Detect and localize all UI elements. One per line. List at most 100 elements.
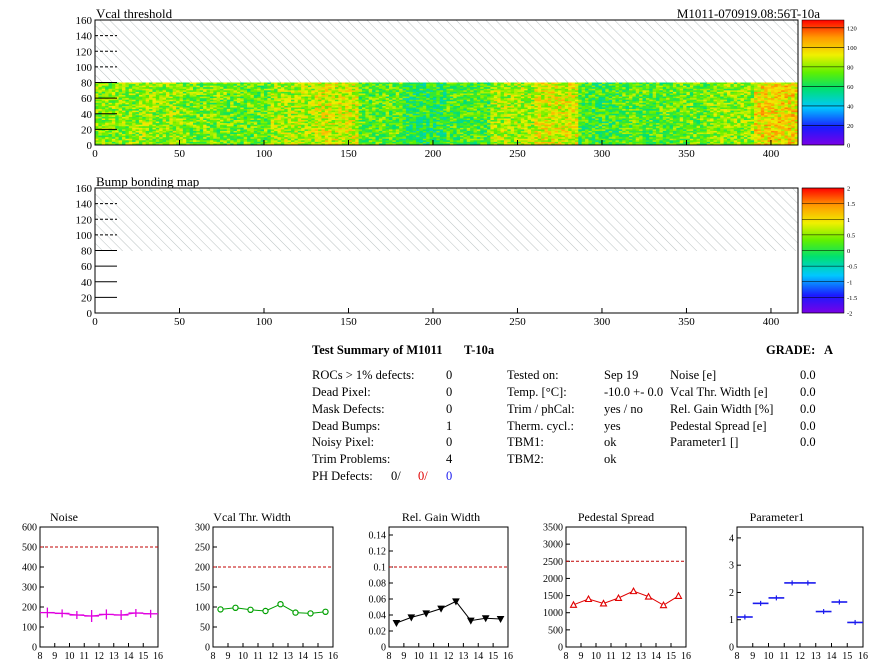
heatmap-cell bbox=[206, 130, 211, 133]
heatmap-cell bbox=[432, 135, 437, 138]
heatmap-cell bbox=[307, 127, 312, 130]
heatmap-cell bbox=[280, 112, 285, 115]
heatmap-cell bbox=[507, 137, 512, 140]
heatmap-cell bbox=[155, 101, 160, 104]
heatmap-cell bbox=[500, 99, 505, 102]
heatmap-cell bbox=[426, 102, 430, 105]
heatmap-cell bbox=[267, 130, 272, 133]
heatmap-cell bbox=[274, 138, 278, 141]
heatmap-cell bbox=[514, 120, 518, 122]
heatmap-cell bbox=[108, 96, 113, 99]
heatmap-cell bbox=[284, 126, 289, 129]
heatmap-cell bbox=[186, 123, 191, 126]
heatmap-cell bbox=[193, 123, 197, 126]
heatmap-cell bbox=[236, 134, 241, 137]
heatmap-cell bbox=[321, 102, 326, 105]
heatmap-cell bbox=[365, 82, 370, 85]
heatmap-cell bbox=[321, 98, 326, 101]
heatmap-cell bbox=[375, 132, 380, 135]
heatmap-cell bbox=[297, 84, 302, 87]
heatmap-cell bbox=[514, 88, 518, 91]
heatmap-cell bbox=[169, 112, 174, 115]
heatmap-cell bbox=[186, 137, 191, 140]
heatmap-cell bbox=[449, 121, 454, 124]
heatmap-cell bbox=[321, 85, 326, 88]
heatmap-cell bbox=[412, 107, 417, 110]
heatmap-cell bbox=[172, 137, 177, 140]
heatmap-cell bbox=[422, 143, 427, 146]
heatmap-cell bbox=[341, 132, 346, 135]
heatmap-cell bbox=[277, 118, 282, 121]
heatmap-cell bbox=[490, 91, 495, 94]
heatmap-cell bbox=[341, 116, 346, 119]
heatmap-cell bbox=[155, 88, 160, 91]
heatmap-cell bbox=[436, 120, 441, 122]
heatmap-cell bbox=[334, 87, 339, 90]
heatmap-cell bbox=[503, 143, 508, 146]
heatmap-cell bbox=[331, 107, 336, 110]
heatmap-cell bbox=[196, 105, 201, 108]
heatmap-cell bbox=[98, 123, 103, 126]
heatmap-cell bbox=[304, 124, 309, 127]
heatmap-cell bbox=[263, 140, 268, 143]
heatmap-cell bbox=[456, 124, 461, 127]
heatmap-cell bbox=[145, 95, 150, 97]
heatmap-cell bbox=[182, 105, 187, 108]
heatmap-cell bbox=[307, 113, 312, 116]
heatmap-cell bbox=[172, 118, 177, 121]
heatmap-cell bbox=[270, 109, 275, 112]
heatmap-cell bbox=[274, 135, 278, 138]
heatmap-cell bbox=[199, 91, 204, 94]
heatmap-cell bbox=[362, 88, 366, 91]
heatmap-cell bbox=[385, 109, 390, 112]
heatmap-cell bbox=[426, 104, 430, 107]
heatmap-cell bbox=[172, 129, 177, 132]
heatmap-cell bbox=[375, 87, 380, 90]
heatmap-cell bbox=[311, 118, 316, 121]
heatmap-cell bbox=[203, 137, 207, 140]
heatmap-cell bbox=[284, 113, 289, 116]
heatmap-cell bbox=[503, 91, 508, 94]
heatmap-cell bbox=[125, 105, 130, 108]
heatmap-cell bbox=[203, 95, 207, 97]
heatmap-cell bbox=[365, 143, 370, 146]
heatmap-cell bbox=[463, 135, 468, 138]
heatmap-cell bbox=[311, 124, 316, 127]
heatmap-cell bbox=[490, 127, 495, 130]
heatmap-cell bbox=[118, 99, 123, 102]
heatmap-cell bbox=[135, 98, 140, 101]
heatmap-cell bbox=[115, 134, 120, 137]
heatmap-cell bbox=[321, 121, 326, 124]
heatmap-cell bbox=[463, 102, 468, 105]
heatmap-cell bbox=[304, 132, 309, 135]
heatmap-cell bbox=[503, 109, 508, 112]
heatmap-cell bbox=[510, 135, 515, 138]
heatmap-cell bbox=[267, 110, 272, 113]
heatmap-cell bbox=[382, 130, 387, 133]
heatmap-cell bbox=[294, 85, 299, 88]
heatmap-cell bbox=[152, 116, 157, 119]
heatmap-cell bbox=[226, 132, 231, 135]
heatmap-cell bbox=[507, 127, 512, 130]
heatmap-cell bbox=[98, 120, 103, 122]
heatmap-cell bbox=[443, 132, 447, 135]
heatmap-cell bbox=[179, 112, 184, 115]
heatmap-cell bbox=[419, 96, 424, 99]
heatmap-cell bbox=[426, 95, 430, 97]
heatmap-cell bbox=[152, 110, 157, 113]
heatmap-cell bbox=[209, 135, 214, 138]
heatmap-cell bbox=[436, 123, 441, 126]
heatmap-cell bbox=[203, 135, 207, 138]
heatmap-cell bbox=[473, 141, 478, 144]
heatmap-cell bbox=[358, 121, 363, 124]
heatmap-cell bbox=[223, 135, 228, 138]
heatmap-cell bbox=[159, 110, 163, 113]
heatmap-cell bbox=[280, 115, 285, 118]
heatmap-cell bbox=[179, 121, 184, 124]
heatmap-cell bbox=[355, 90, 360, 93]
heatmap-cell bbox=[453, 132, 458, 135]
heatmap-cell bbox=[230, 113, 234, 116]
heatmap-cell bbox=[432, 120, 437, 122]
heatmap-cell bbox=[362, 113, 366, 116]
heatmap-cell bbox=[514, 110, 518, 113]
